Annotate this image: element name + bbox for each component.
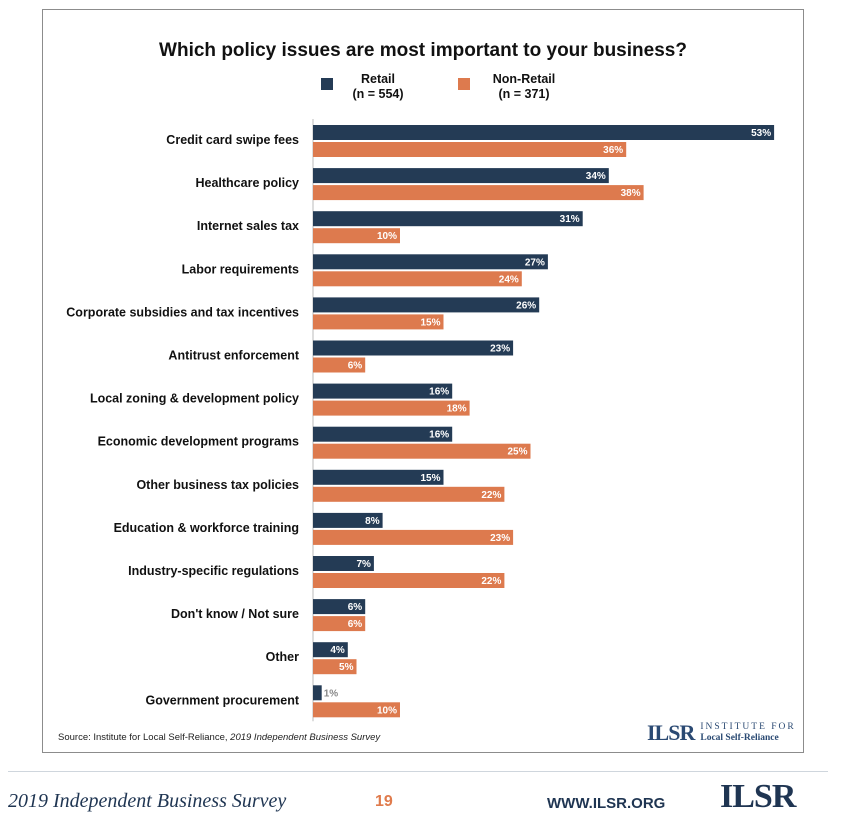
- category-label: Government procurement: [145, 693, 299, 707]
- category-label: Industry-specific regulations: [128, 564, 299, 578]
- data-label-retail: 27%: [525, 257, 545, 268]
- data-label-retail: 8%: [365, 516, 380, 527]
- bar-non-retail: [313, 616, 366, 632]
- source-note: Source: Institute for Local Self-Relianc…: [58, 732, 380, 743]
- ilsr-logo-mark: ILSR: [647, 720, 695, 745]
- chart-panel: Which policy issues are most important t…: [42, 9, 804, 753]
- ilsr-logo-line2: Local Self-Reliance: [700, 733, 779, 743]
- footer-page-number: 19: [375, 793, 393, 810]
- bar-chart: Credit card swipe fees 53% 36% Healthcare p…: [66, 119, 775, 722]
- legend-swatch-retail: [321, 78, 333, 90]
- data-label-retail: 53%: [751, 128, 771, 139]
- data-label-retail: 6%: [348, 602, 363, 613]
- category-label: Healthcare policy: [195, 176, 299, 190]
- legend-non-retail-name: Non-Retail: [492, 72, 556, 86]
- category-label: Antitrust enforcement: [168, 349, 299, 363]
- data-label-non-retail: 6%: [348, 619, 363, 630]
- data-label-retail: 31%: [560, 214, 580, 225]
- data-label-retail: 1%: [324, 688, 339, 699]
- bar-retail: [313, 426, 453, 442]
- bar-non-retail: [313, 529, 514, 545]
- bar-retail: [313, 254, 548, 270]
- ilsr-logo-small: ILSR INSTITUTE FOR Local Self-Reliance: [647, 720, 796, 746]
- data-label-retail: 7%: [356, 559, 371, 570]
- legend-non-retail-n: (n = 371): [498, 87, 550, 101]
- bar-retail: [313, 125, 775, 140]
- data-label-non-retail: 10%: [377, 705, 397, 716]
- bar-non-retail: [313, 185, 644, 201]
- bar-retail: [313, 556, 374, 571]
- bar-non-retail: [313, 314, 444, 330]
- bar-non-retail: [313, 271, 522, 287]
- legend-swatch-non-retail: [458, 78, 470, 90]
- data-label-non-retail: 24%: [499, 274, 519, 285]
- bar-retail: [313, 599, 366, 615]
- data-label-non-retail: 15%: [420, 317, 440, 328]
- legend-non-retail: Non-Retail (n = 371): [479, 72, 569, 102]
- bar-retail: [313, 340, 514, 356]
- bar-non-retail: [313, 228, 400, 244]
- footer-divider: [8, 771, 828, 772]
- footer-url-link[interactable]: WWW.ILSR.ORG: [547, 795, 666, 812]
- data-label-non-retail: 25%: [507, 447, 527, 458]
- data-label-non-retail: 36%: [603, 145, 623, 156]
- chart-title: Which policy issues are most important t…: [159, 40, 687, 61]
- data-label-retail: 23%: [490, 344, 510, 355]
- category-label: Labor requirements: [182, 262, 299, 276]
- legend-retail-name: Retail: [360, 72, 396, 86]
- category-label: Other: [266, 650, 299, 664]
- category-label: Don't know / Not sure: [171, 607, 299, 621]
- bar-non-retail: [313, 357, 366, 373]
- bar-non-retail: [313, 400, 470, 416]
- bar-retail: [313, 383, 453, 399]
- bar-retail: [313, 469, 444, 485]
- data-label-non-retail: 22%: [481, 490, 501, 501]
- data-label-retail: 16%: [429, 430, 449, 441]
- data-label-non-retail: 18%: [447, 404, 467, 415]
- data-label-non-retail: 22%: [481, 576, 501, 587]
- category-label: Economic development programs: [98, 435, 299, 449]
- legend-retail-n: (n = 554): [352, 87, 404, 101]
- ilsr-logo-line1: INSTITUTE FOR: [700, 722, 796, 732]
- category-label: Internet sales tax: [197, 219, 299, 233]
- legend-retail: Retail (n = 554): [343, 72, 413, 102]
- bar-non-retail: [313, 486, 505, 502]
- footer-survey-title: 2019 Independent Business Survey: [8, 790, 287, 812]
- bar-non-retail: [313, 702, 400, 718]
- data-label-non-retail: 5%: [339, 662, 354, 673]
- bar-retail: [313, 297, 540, 313]
- bar-retail: [313, 168, 609, 184]
- bar-non-retail: [313, 659, 357, 675]
- footer-ilsr-logo: ILSR: [720, 778, 796, 815]
- bar-retail: [313, 642, 348, 658]
- bar-retail: [313, 512, 383, 528]
- category-label: Credit card swipe fees: [166, 133, 299, 147]
- data-label-retail: 16%: [429, 387, 449, 398]
- data-label-non-retail: 23%: [490, 533, 510, 544]
- bar-non-retail: [313, 443, 531, 459]
- data-label-non-retail: 6%: [348, 361, 363, 372]
- bar-non-retail: [313, 142, 627, 157]
- data-label-retail: 34%: [586, 171, 606, 182]
- bar-non-retail: [313, 573, 505, 588]
- bar-retail: [313, 211, 583, 227]
- category-label: Local zoning & development policy: [90, 392, 299, 406]
- bar-retail: [313, 685, 322, 701]
- category-label: Other business tax policies: [136, 478, 299, 492]
- category-label: Corporate subsidies and tax incentives: [66, 305, 299, 319]
- data-label-non-retail: 38%: [621, 188, 641, 199]
- ilsr-logo-text: INSTITUTE FOR Local Self-Reliance: [700, 722, 795, 744]
- category-label: Education & workforce training: [114, 521, 299, 535]
- data-label-retail: 4%: [330, 645, 345, 656]
- source-survey-name: 2019 Independent Business Survey: [230, 732, 381, 743]
- data-label-retail: 26%: [516, 300, 536, 311]
- source-prefix: Source: Institute for Local Self-Relianc…: [58, 732, 231, 743]
- data-label-retail: 15%: [420, 473, 440, 484]
- data-label-non-retail: 10%: [377, 231, 397, 242]
